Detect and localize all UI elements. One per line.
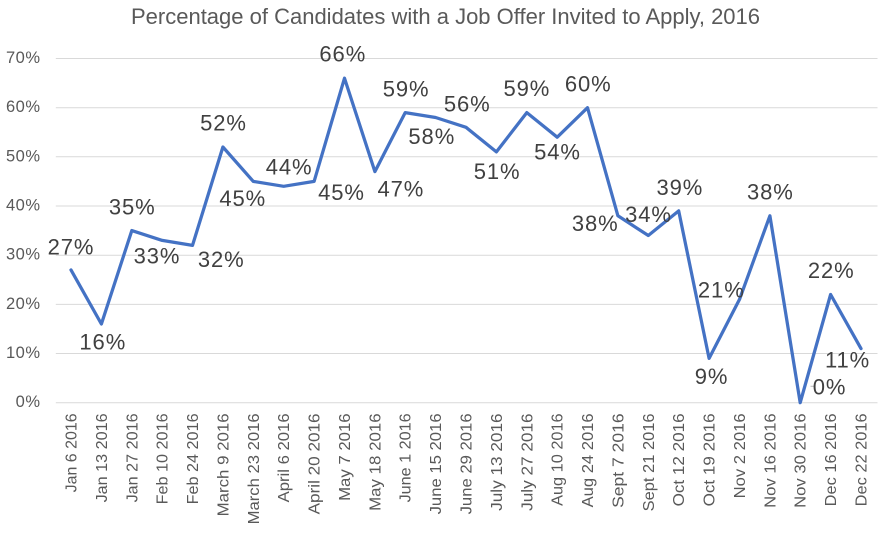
- svg-text:20%: 20%: [6, 295, 41, 313]
- svg-text:54%: 54%: [534, 139, 581, 164]
- svg-text:Oct 12 2016: Oct 12 2016: [671, 413, 688, 506]
- svg-text:July 27 2016: July 27 2016: [519, 413, 536, 511]
- svg-text:10%: 10%: [6, 344, 41, 362]
- svg-text:April 6 2016: April 6 2016: [276, 413, 293, 502]
- svg-text:Dec 22 2016: Dec 22 2016: [854, 413, 871, 506]
- svg-text:Feb 10 2016: Feb 10 2016: [155, 413, 172, 504]
- svg-text:44%: 44%: [266, 155, 313, 180]
- svg-text:56%: 56%: [444, 92, 491, 117]
- svg-text:May 7 2016: May 7 2016: [337, 413, 354, 501]
- svg-text:Jan 6 2016: Jan 6 2016: [64, 413, 81, 492]
- svg-text:Percentage of Candidates with: Percentage of Candidates with a Job Offe…: [131, 4, 760, 29]
- svg-text:59%: 59%: [504, 76, 551, 101]
- svg-text:33%: 33%: [134, 243, 181, 268]
- svg-text:45%: 45%: [219, 186, 266, 211]
- svg-text:Sept 21 2016: Sept 21 2016: [641, 413, 658, 511]
- svg-text:59%: 59%: [383, 77, 430, 102]
- svg-text:May 18 2016: May 18 2016: [367, 413, 384, 511]
- svg-text:Nov 16 2016: Nov 16 2016: [762, 413, 779, 508]
- svg-text:April 20 2016: April 20 2016: [307, 413, 324, 514]
- svg-text:22%: 22%: [808, 258, 855, 283]
- svg-text:0%: 0%: [813, 375, 847, 400]
- svg-text:34%: 34%: [625, 202, 672, 227]
- svg-text:Aug 24 2016: Aug 24 2016: [580, 413, 597, 507]
- svg-text:Nov 2 2016: Nov 2 2016: [732, 413, 749, 498]
- svg-text:66%: 66%: [319, 41, 366, 66]
- svg-text:June 15 2016: June 15 2016: [428, 413, 445, 514]
- svg-text:July 13 2016: July 13 2016: [489, 413, 506, 511]
- svg-text:Oct 19 2016: Oct 19 2016: [702, 413, 719, 506]
- svg-text:21%: 21%: [698, 278, 745, 303]
- svg-text:June 29 2016: June 29 2016: [459, 413, 476, 514]
- svg-text:32%: 32%: [198, 247, 245, 272]
- svg-text:11%: 11%: [825, 348, 870, 373]
- svg-text:52%: 52%: [200, 111, 247, 136]
- svg-text:27%: 27%: [48, 234, 95, 259]
- svg-text:Jan 27 2016: Jan 27 2016: [124, 413, 141, 502]
- svg-text:June 1 2016: June 1 2016: [398, 413, 415, 502]
- svg-text:38%: 38%: [572, 211, 619, 236]
- svg-text:9%: 9%: [695, 364, 729, 389]
- svg-text:Sept 7 2016: Sept 7 2016: [610, 413, 627, 508]
- svg-text:70%: 70%: [6, 49, 41, 67]
- svg-text:38%: 38%: [747, 180, 794, 205]
- svg-text:35%: 35%: [109, 194, 156, 219]
- svg-text:Nov 30 2016: Nov 30 2016: [793, 413, 810, 508]
- svg-text:51%: 51%: [474, 159, 521, 184]
- svg-text:47%: 47%: [378, 176, 425, 201]
- svg-text:0%: 0%: [16, 393, 41, 411]
- svg-text:March 9 2016: March 9 2016: [215, 413, 232, 516]
- svg-text:60%: 60%: [6, 98, 41, 116]
- svg-text:60%: 60%: [565, 72, 612, 97]
- svg-text:45%: 45%: [318, 180, 365, 205]
- svg-text:40%: 40%: [6, 197, 41, 215]
- svg-text:39%: 39%: [657, 175, 704, 200]
- svg-text:Feb 24 2016: Feb 24 2016: [185, 413, 202, 504]
- svg-text:Dec 16 2016: Dec 16 2016: [823, 413, 840, 506]
- svg-text:March 23 2016: March 23 2016: [246, 413, 263, 524]
- svg-text:30%: 30%: [6, 246, 41, 264]
- svg-text:Aug 10 2016: Aug 10 2016: [550, 413, 567, 506]
- svg-text:50%: 50%: [6, 147, 41, 165]
- svg-text:16%: 16%: [79, 330, 126, 355]
- svg-text:58%: 58%: [408, 124, 455, 149]
- svg-text:Jan 13 2016: Jan 13 2016: [94, 413, 111, 502]
